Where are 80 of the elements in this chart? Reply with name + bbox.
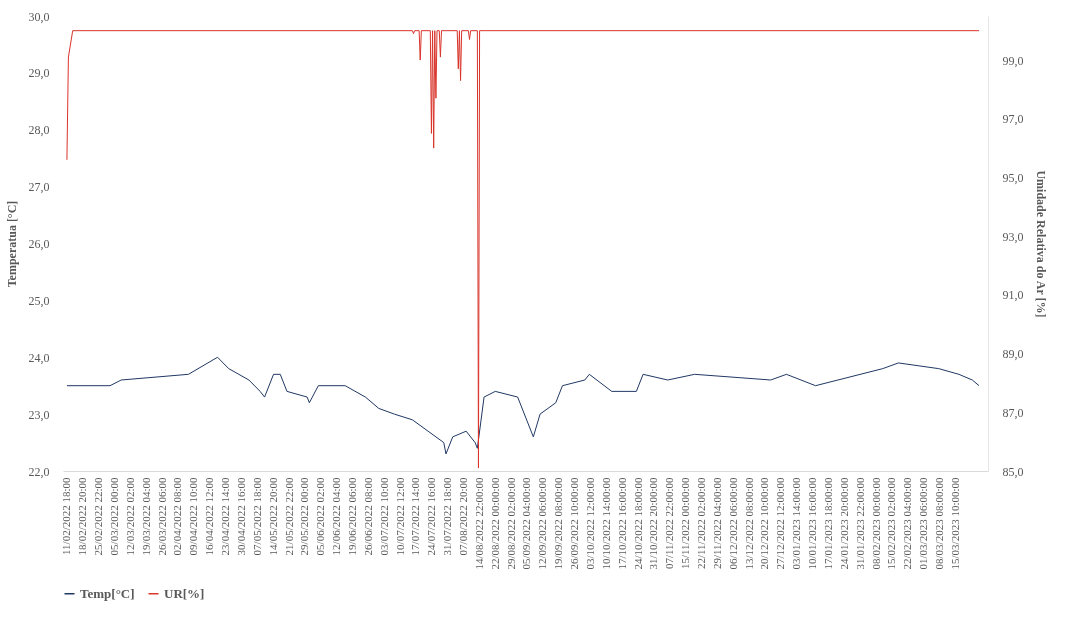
- x-tick-label: 31/01/2023 22:00:00: [853, 477, 866, 570]
- x-tick-label: 13/12/2022 08:00:00: [742, 477, 755, 570]
- x-tick-label: 27/12/2022 12:00:00: [774, 477, 787, 570]
- x-tick-label: 03/10/2022 12:00:00: [583, 477, 596, 570]
- y2-tick-label: 97,0: [1002, 112, 1024, 127]
- x-tick-label: 12/03/2022 02:00: [123, 477, 136, 556]
- x-tick-label: 22/08/2022 00:00:00: [488, 477, 501, 570]
- y-tick-label: 28,0: [28, 123, 50, 138]
- x-tick-label: 07/05/2022 18:00: [250, 477, 263, 556]
- x-tick-label: 15/02/2023 02:00:00: [885, 477, 898, 570]
- y-tick-label: 29,0: [28, 66, 50, 81]
- y-tick-label: 22,0: [28, 464, 50, 479]
- y2-tick-label: 99,0: [1002, 53, 1024, 68]
- x-tick-label: 11/02/2022 18:00: [60, 477, 73, 556]
- x-tick-label: 07/08/2022 20:00: [457, 477, 470, 556]
- line-series: [66, 30, 980, 469]
- legend-label: UR[%]: [164, 585, 205, 601]
- x-tick-label: 30/04/2022 16:00: [234, 477, 247, 556]
- legend-label: Temp[°C]: [80, 585, 135, 601]
- x-tick-label: 10/10/2022 14:00:00: [599, 477, 612, 570]
- x-tick-label: 03/07/2022 10:00: [377, 477, 390, 556]
- x-tick-label: 26/03/2022 06:00: [155, 477, 168, 556]
- x-tick-label: 02/04/2022 08:00: [171, 477, 184, 556]
- y2-tick-label: 89,0: [1002, 347, 1024, 362]
- x-tick-label: 20/12/2022 10:00:00: [758, 477, 771, 570]
- x-tick-label: 17/07/2022 14:00: [409, 477, 422, 556]
- x-tick-label: 08/03/2023 08:00:00: [932, 477, 945, 570]
- x-tick-label: 31/07/2022 18:00: [441, 477, 454, 556]
- y-tick-label: 26,0: [28, 237, 50, 251]
- x-tick-label: 16/04/2022 12:00: [203, 477, 216, 556]
- x-tick-label: 15/03/2023 10:00:00: [948, 477, 961, 570]
- x-tick-label: 01/03/2023 06:00:00: [917, 477, 930, 570]
- x-tick-label: 29/11/2022 04:00:00: [710, 477, 723, 570]
- x-tick-label: 09/04/2022 10:00: [187, 477, 200, 556]
- x-tick-label: 26/06/2022 08:00: [361, 477, 374, 556]
- x-tick-label: 15/11/2022 00:00:00: [679, 477, 692, 570]
- y-tick-label: 24,0: [28, 350, 50, 365]
- x-tick-label: 21/05/2022 22:00: [282, 477, 295, 556]
- x-tick-label: 05/03/2022 00:00: [108, 477, 121, 556]
- x-tick-label: 24/10/2022 18:00:00: [631, 477, 644, 570]
- x-tick-label: 19/09/2022 08:00:00: [552, 477, 565, 570]
- x-tick-label: 10/07/2022 12:00: [393, 477, 406, 556]
- y2-tick-label: 87,0: [1002, 405, 1024, 420]
- y-tick-label: 27,0: [28, 180, 50, 195]
- x-tick-label: 25/02/2022 22:00: [92, 477, 105, 556]
- y2-tick-label: 91,0: [1002, 288, 1024, 303]
- x-tick-label: 19/06/2022 06:00: [345, 477, 358, 556]
- x-tick-label: 24/01/2023 20:00:00: [837, 477, 850, 570]
- x-tick-label: 31/10/2022 20:00:00: [647, 477, 660, 570]
- x-tick-label: 29/05/2022 00:00: [298, 477, 311, 556]
- x-tick-label: 23/04/2022 14:00: [219, 477, 232, 556]
- x-tick-label: 26/09/2022 10:00:00: [568, 477, 581, 570]
- x-tick-label: 24/07/2022 16:00: [425, 477, 438, 556]
- x-tick-label: 17/01/2023 18:00:00: [821, 477, 834, 570]
- x-tick-label: 12/09/2022 06:00:00: [536, 477, 549, 570]
- x-tick-label: 05/06/2022 02:00: [314, 477, 327, 556]
- y-tick-label: 25,0: [28, 293, 50, 308]
- y2-tick-label: 93,0: [1002, 229, 1024, 244]
- y2-axis-title: Umidade Relativa do Ar [%]: [1033, 170, 1048, 318]
- y-tick-label: 23,0: [28, 407, 50, 422]
- x-tick-label: 14/08/2022 22:00:00: [472, 477, 485, 570]
- x-tick-label: 03/01/2023 14:00:00: [790, 477, 803, 570]
- x-tick-label: 06/12/2022 06:00:00: [726, 477, 739, 570]
- x-tick-label: 10/01/2023 16:00:00: [806, 477, 819, 570]
- y2-tick-label: 85,0: [1002, 464, 1024, 479]
- x-tick-label: 29/08/2022 02:00:00: [504, 477, 517, 570]
- x-tick-label: 12/06/2022 04:00: [330, 477, 343, 556]
- x-tick-label: 18/02/2022 20:00: [76, 477, 89, 556]
- y2-tick-label: 95,0: [1002, 170, 1024, 185]
- y-axis-title: Temperatua [°C]: [4, 200, 19, 288]
- x-tick-label: 22/02/2023 04:00:00: [901, 477, 914, 570]
- x-tick-label: 05/09/2022 04:00:00: [520, 477, 533, 570]
- x-tick-label: 22/11/2022 02:00:00: [695, 477, 707, 570]
- x-tick-label: 14/05/2022 20:00: [266, 477, 279, 556]
- line-series: [66, 356, 980, 455]
- x-tick-label: 19/03/2022 04:00: [139, 477, 152, 556]
- x-tick-label: 08/02/2023 00:00:00: [869, 477, 882, 570]
- y-tick-label: 30,0: [28, 9, 50, 24]
- x-tick-label: 07/11/2022 22:00:00: [663, 477, 676, 570]
- x-tick-label: 17/10/2022 16:00:00: [615, 477, 628, 570]
